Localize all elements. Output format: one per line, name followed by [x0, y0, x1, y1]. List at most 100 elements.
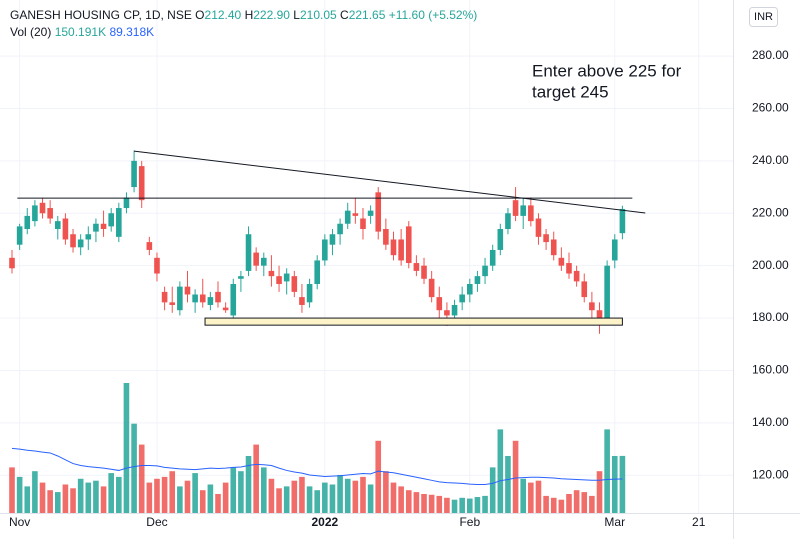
volume-bar: [474, 497, 481, 513]
volume-bar: [520, 478, 527, 513]
volume-bar: [154, 478, 160, 513]
candle-body: [283, 273, 290, 282]
currency[interactable]: INR: [754, 11, 773, 23]
annotation-text: Enter above 225 for: [532, 61, 682, 80]
candle-body: [169, 302, 176, 305]
x-tick-label: 2022: [311, 515, 338, 529]
volume-bar: [93, 480, 99, 513]
volume-bar: [467, 498, 473, 513]
candle-body: [230, 284, 237, 316]
candle-body: [215, 291, 221, 303]
volume-bar: [62, 484, 69, 513]
volume-bar: [421, 493, 427, 513]
y-tick-label: 200.00: [752, 258, 789, 272]
volume-ma-value: 89.318K: [109, 25, 154, 39]
volume-bar: [344, 478, 351, 513]
candle-body: [444, 310, 450, 316]
volume-bar: [451, 499, 458, 513]
volume-bar: [535, 480, 542, 513]
candle-body: [489, 249, 496, 266]
candle-body: [131, 160, 137, 188]
candle-body: [16, 226, 23, 245]
volume-bar: [375, 440, 382, 513]
x-tick-label: Feb: [459, 515, 480, 529]
volume-bar: [16, 476, 23, 513]
candle-body: [436, 297, 443, 311]
candle-body: [154, 257, 160, 274]
volume-bar: [337, 474, 343, 513]
volume-legend: Vol (20) 150.191K 89.318K: [10, 25, 154, 39]
ohlc-label: H: [245, 8, 254, 22]
candle-body: [192, 294, 198, 303]
volume-bar: [32, 471, 38, 513]
ohlc-value: 212.40: [205, 8, 242, 22]
volume-bar: [54, 492, 61, 513]
volume-bar: [566, 493, 572, 513]
candle-body: [62, 218, 69, 240]
candle-body: [291, 276, 298, 292]
volume-bar: [222, 482, 229, 513]
candle-body: [337, 223, 343, 235]
ohlc-value: 222.90: [253, 8, 290, 22]
volume-bar: [444, 497, 450, 513]
volume-bar: [215, 493, 221, 513]
ohlc-label: L: [293, 8, 300, 22]
candle-body: [146, 242, 153, 250]
trendline: [134, 150, 646, 214]
volume-bar: [360, 476, 366, 513]
volume-bar: [306, 486, 313, 513]
annotation-text: target 245: [532, 82, 609, 101]
candle-body: [276, 276, 282, 285]
candle-body: [85, 234, 92, 240]
volume-bar: [405, 490, 412, 513]
x-tick-label: Mar: [604, 515, 625, 529]
currency-button[interactable]: [749, 7, 778, 27]
change: +11.60 (+5.52%): [389, 8, 478, 22]
candle-body: [222, 307, 229, 311]
candle-body: [314, 260, 320, 285]
volume-bar: [604, 429, 610, 513]
volume-bar: [299, 476, 305, 513]
candle-body: [184, 286, 191, 295]
candle-body: [596, 310, 603, 324]
candle-body: [253, 252, 259, 266]
candle-body: [512, 200, 519, 216]
y-tick-label: 180.00: [752, 310, 789, 324]
candle-body: [306, 284, 313, 303]
candle-body: [352, 213, 359, 216]
volume-bar: [260, 467, 267, 513]
volume-bar: [497, 429, 504, 513]
candle-body: [260, 257, 267, 266]
volume-bar: [322, 482, 328, 513]
candle-body: [32, 205, 38, 222]
volume-bar: [390, 482, 397, 513]
y-tick-label: 220.00: [752, 205, 789, 219]
candle-body: [77, 239, 84, 248]
y-tick-label: 240.00: [752, 153, 789, 167]
volume-bar: [558, 499, 565, 513]
x-tick-label: Nov: [9, 515, 30, 529]
volume-bar: [9, 467, 15, 513]
volume-bar: [528, 482, 534, 513]
y-tick-label: 140.00: [752, 415, 789, 429]
candle-body: [39, 202, 46, 214]
candle-body: [47, 208, 53, 219]
volume-bar: [177, 486, 183, 513]
y-tick-label: 260.00: [752, 101, 789, 115]
candle-body: [245, 234, 252, 271]
candle-body: [398, 239, 404, 261]
candle-body: [70, 234, 76, 248]
volume-bar: [573, 490, 580, 513]
candle-body: [520, 205, 527, 216]
candle-body: [93, 223, 99, 232]
support-zone: [204, 317, 623, 326]
y-tick-label: 120.00: [752, 467, 789, 481]
candle-body: [505, 213, 511, 229]
candle-body: [497, 228, 504, 250]
volume-bar: [314, 490, 320, 513]
candle-body: [566, 263, 572, 274]
candle-body: [299, 297, 305, 305]
candle-body: [581, 281, 588, 298]
candle-body: [161, 291, 168, 303]
